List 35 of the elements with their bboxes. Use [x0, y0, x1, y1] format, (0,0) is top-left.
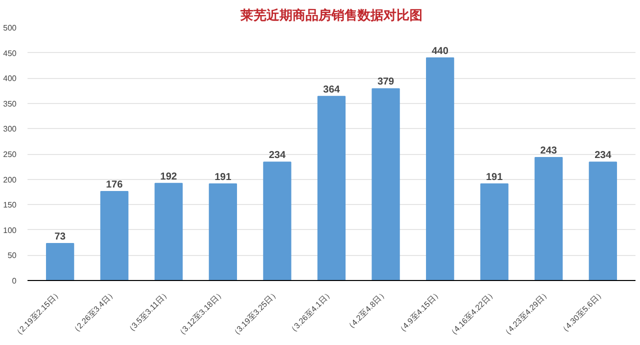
data-label: 192 — [160, 171, 178, 182]
y-tick-label: 150 — [3, 200, 18, 210]
y-tick-label: 100 — [3, 226, 18, 235]
y-tick-label: 300 — [3, 124, 18, 134]
bar — [426, 57, 454, 280]
data-label: 379 — [377, 76, 395, 88]
bar — [372, 88, 400, 280]
x-tick-label: （4.2至4.8日） — [344, 288, 389, 334]
y-tick-label: 200 — [3, 175, 18, 184]
y-tick-label: 500 — [3, 24, 18, 32]
chart-title: 莱芜近期商品房销售数据对比图 — [240, 8, 422, 22]
bar — [480, 183, 508, 280]
bar — [317, 96, 346, 280]
data-label: 364 — [323, 84, 340, 96]
data-label: 234 — [594, 150, 612, 162]
data-label: 234 — [268, 150, 286, 162]
y-tick-label: 400 — [3, 74, 18, 84]
data-label: 440 — [432, 46, 449, 57]
bar — [100, 190, 128, 280]
bar — [534, 157, 563, 280]
y-tick-label: 250 — [3, 150, 18, 159]
data-label: 176 — [106, 179, 124, 190]
y-tick-label: 450 — [3, 48, 18, 58]
y-tick-label: 50 — [8, 251, 18, 260]
y-tick-label: 350 — [3, 99, 18, 108]
data-label: 73 — [54, 232, 66, 243]
bar — [46, 243, 74, 280]
bar — [263, 162, 292, 280]
data-label: 191 — [214, 172, 232, 183]
bar — [154, 182, 183, 280]
data-label: 191 — [486, 172, 504, 183]
bar — [208, 183, 237, 280]
y-tick-label: 0 — [12, 276, 18, 286]
data-label: 243 — [540, 146, 558, 157]
bar — [588, 162, 617, 280]
